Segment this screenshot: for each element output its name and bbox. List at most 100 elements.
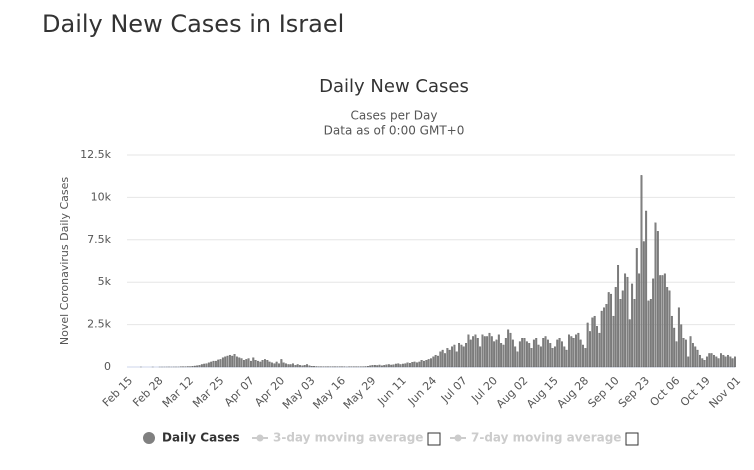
checkbox[interactable] — [625, 432, 639, 446]
bar — [186, 366, 189, 368]
bar — [217, 359, 220, 368]
bar — [502, 344, 505, 368]
bar — [458, 343, 461, 368]
bar — [731, 358, 734, 368]
bar — [553, 346, 556, 368]
x-tick-label: May 16 — [310, 374, 348, 412]
bar — [493, 341, 496, 368]
bar — [589, 331, 591, 368]
x-tick-label: Jun 11 — [374, 374, 408, 408]
x-tick-label: Jun 24 — [405, 374, 439, 408]
bar — [411, 362, 414, 368]
x-tick-label: Aug 02 — [494, 374, 531, 411]
bar — [734, 356, 736, 368]
bar — [425, 360, 428, 368]
bar — [610, 293, 613, 368]
bar — [266, 360, 269, 368]
bar — [472, 336, 475, 368]
bar — [200, 364, 203, 368]
bar — [196, 365, 199, 368]
bar — [626, 276, 629, 368]
legend-label[interactable]: 7-day moving average — [471, 431, 621, 445]
bar — [640, 175, 643, 368]
bar — [441, 349, 444, 368]
bar — [453, 344, 456, 368]
bar — [397, 363, 400, 368]
x-tick-label: Mar 12 — [160, 374, 196, 410]
bar — [448, 349, 451, 368]
bar — [401, 363, 404, 368]
bar — [654, 222, 657, 368]
bar — [724, 356, 727, 368]
bar — [563, 346, 566, 368]
bar — [568, 334, 570, 368]
y-tick-label: 10k — [91, 190, 112, 203]
bar — [315, 366, 318, 368]
bar — [710, 353, 713, 368]
bar — [444, 353, 446, 368]
legend-label[interactable]: 3-day moving average — [273, 431, 423, 445]
checkbox[interactable] — [427, 432, 441, 446]
legend-marker — [143, 432, 155, 444]
bar — [259, 361, 262, 368]
bar — [224, 356, 227, 368]
bar — [546, 339, 549, 368]
bar — [642, 241, 645, 368]
bar — [628, 319, 631, 368]
bar — [296, 364, 299, 368]
bar — [673, 327, 676, 368]
bar — [666, 287, 669, 368]
bar — [308, 365, 311, 368]
bar — [551, 348, 554, 368]
bar — [691, 343, 694, 368]
bar — [399, 364, 402, 368]
bar — [586, 322, 589, 368]
bar — [275, 361, 278, 368]
bar — [210, 361, 213, 368]
x-tick-label: Nov 01 — [706, 374, 743, 411]
bar — [727, 354, 729, 368]
x-tick-label: Aug 28 — [554, 374, 591, 411]
x-tick-label: Mar 25 — [190, 374, 226, 410]
bar — [659, 275, 662, 368]
bar — [198, 365, 201, 368]
bar — [638, 273, 641, 368]
bar — [366, 366, 369, 368]
bar — [437, 355, 439, 368]
bar — [383, 365, 386, 368]
bar — [483, 336, 486, 368]
bar — [214, 360, 217, 368]
bar — [292, 363, 294, 368]
bar — [207, 362, 210, 368]
bar — [271, 362, 273, 368]
bar — [703, 360, 706, 368]
bar — [500, 343, 503, 368]
bar — [254, 360, 257, 368]
bar — [488, 332, 491, 368]
bar — [273, 363, 276, 368]
bar — [675, 341, 678, 368]
bar — [455, 351, 458, 368]
bar — [219, 359, 222, 368]
bar — [535, 338, 538, 368]
chart-subtitle: Cases per Day — [351, 109, 438, 123]
bar — [418, 361, 421, 368]
bar — [504, 338, 507, 368]
legend-marker — [454, 434, 462, 442]
bar — [582, 344, 584, 368]
bar — [231, 355, 234, 368]
bar — [394, 363, 397, 368]
bar — [518, 341, 521, 368]
bar — [670, 315, 673, 368]
bar — [282, 362, 285, 368]
bar — [689, 336, 692, 368]
bar — [371, 365, 374, 368]
legend-label[interactable]: Daily Cases — [162, 431, 240, 445]
bar — [696, 349, 699, 368]
bar — [523, 338, 526, 368]
bar — [467, 334, 470, 368]
bar — [558, 338, 561, 368]
bar — [413, 361, 416, 368]
x-tick-label: Oct 06 — [647, 374, 682, 409]
bar — [404, 363, 407, 368]
